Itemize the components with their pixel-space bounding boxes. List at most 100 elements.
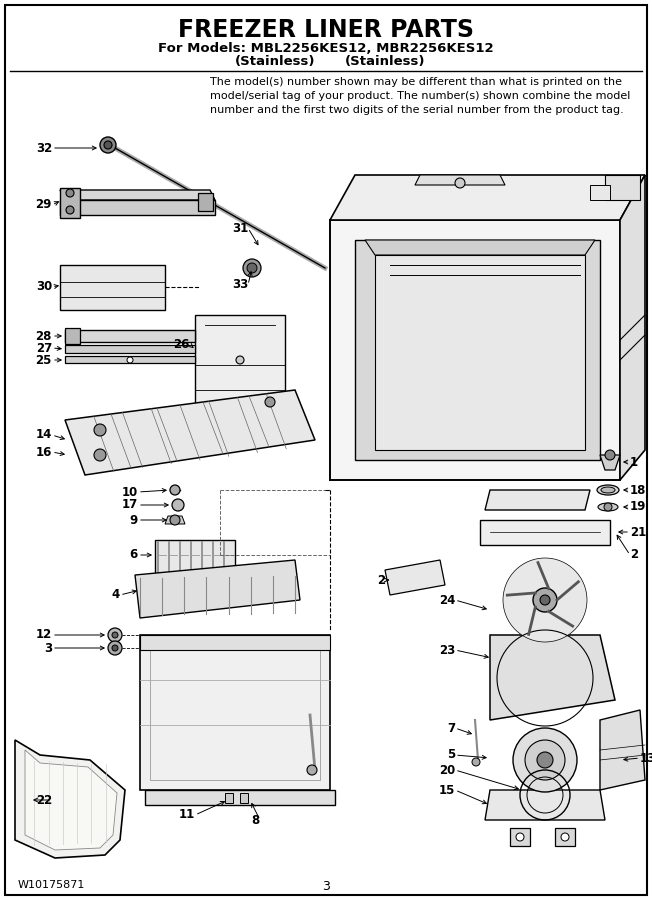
Polygon shape [330, 175, 645, 220]
Text: (Stainless): (Stainless) [235, 55, 316, 68]
Bar [155, 540, 235, 575]
Text: (Stainless): (Stainless) [345, 55, 425, 68]
Polygon shape [485, 490, 590, 510]
Polygon shape [195, 315, 285, 415]
Text: 5: 5 [447, 749, 455, 761]
Text: 10: 10 [122, 485, 138, 499]
Bar [198, 193, 213, 211]
Text: W10175871: W10175871 [18, 880, 85, 890]
Text: 31: 31 [231, 221, 248, 235]
Circle shape [472, 758, 480, 766]
Bar [240, 793, 248, 803]
Circle shape [561, 833, 569, 841]
Polygon shape [135, 560, 300, 618]
Circle shape [108, 628, 122, 642]
Text: The model(s) number shown may be different than what is printed on the
model/ser: The model(s) number shown may be differe… [210, 77, 630, 115]
Polygon shape [385, 560, 445, 595]
Ellipse shape [598, 503, 618, 511]
Text: 2: 2 [377, 573, 385, 587]
Text: 21: 21 [630, 526, 646, 538]
Text: 25: 25 [36, 354, 52, 366]
Text: 8: 8 [252, 814, 260, 826]
Text: 28: 28 [36, 329, 52, 343]
Circle shape [108, 641, 122, 655]
Polygon shape [600, 455, 620, 470]
Text: 17: 17 [122, 499, 138, 511]
Text: 3: 3 [44, 642, 52, 654]
Circle shape [537, 752, 553, 768]
Circle shape [66, 206, 74, 214]
Text: 2: 2 [630, 548, 638, 562]
Circle shape [247, 263, 257, 273]
Circle shape [604, 503, 612, 511]
Text: FREEZER LINER PARTS: FREEZER LINER PARTS [178, 18, 474, 42]
Text: 33: 33 [231, 278, 248, 292]
Circle shape [455, 178, 465, 188]
Circle shape [172, 499, 184, 511]
Text: 32: 32 [36, 141, 52, 155]
Circle shape [605, 450, 615, 460]
Polygon shape [165, 516, 185, 524]
Circle shape [513, 728, 577, 792]
Text: 18: 18 [630, 483, 646, 497]
Polygon shape [365, 240, 595, 255]
Circle shape [525, 740, 565, 780]
Circle shape [94, 424, 106, 436]
Polygon shape [415, 175, 505, 185]
Polygon shape [65, 345, 195, 353]
Text: For Models: MBL2256KES12, MBR2256KES12: For Models: MBL2256KES12, MBR2256KES12 [158, 42, 494, 55]
Circle shape [503, 558, 587, 642]
Circle shape [112, 645, 118, 651]
Circle shape [100, 137, 116, 153]
Circle shape [112, 632, 118, 638]
Polygon shape [140, 635, 330, 790]
Polygon shape [60, 190, 215, 200]
Text: 7: 7 [447, 722, 455, 734]
Polygon shape [65, 390, 315, 475]
Polygon shape [65, 356, 195, 363]
Polygon shape [355, 240, 600, 460]
Circle shape [533, 588, 557, 612]
Polygon shape [375, 255, 585, 450]
Polygon shape [65, 330, 195, 342]
Text: 23: 23 [439, 644, 455, 656]
Circle shape [170, 485, 180, 495]
Circle shape [516, 833, 524, 841]
Text: 30: 30 [36, 281, 52, 293]
Bar [605, 175, 640, 200]
Circle shape [127, 357, 133, 363]
Text: 3: 3 [322, 880, 330, 893]
Polygon shape [25, 750, 117, 850]
Bar [555, 828, 575, 846]
Text: 24: 24 [439, 593, 455, 607]
Bar [510, 828, 530, 846]
Text: 6: 6 [130, 548, 138, 562]
Circle shape [170, 515, 180, 525]
Polygon shape [330, 220, 620, 480]
Text: 4: 4 [111, 589, 120, 601]
Text: 16: 16 [36, 446, 52, 458]
Text: 11: 11 [179, 808, 195, 822]
Polygon shape [145, 790, 335, 805]
Bar [60, 188, 80, 218]
Polygon shape [60, 200, 215, 215]
Polygon shape [60, 265, 165, 310]
Circle shape [66, 189, 74, 197]
Text: 29: 29 [36, 199, 52, 212]
Circle shape [104, 141, 112, 149]
Circle shape [243, 259, 261, 277]
Text: 12: 12 [36, 628, 52, 642]
Circle shape [236, 356, 244, 364]
Text: 26: 26 [173, 338, 190, 352]
Ellipse shape [597, 485, 619, 495]
Text: 22: 22 [36, 794, 52, 806]
Circle shape [94, 449, 106, 461]
Circle shape [265, 397, 275, 407]
Text: 20: 20 [439, 763, 455, 777]
Text: 9: 9 [130, 514, 138, 526]
Circle shape [307, 765, 317, 775]
Circle shape [540, 595, 550, 605]
Polygon shape [490, 635, 615, 720]
Text: 14: 14 [36, 428, 52, 442]
Bar [590, 185, 610, 200]
